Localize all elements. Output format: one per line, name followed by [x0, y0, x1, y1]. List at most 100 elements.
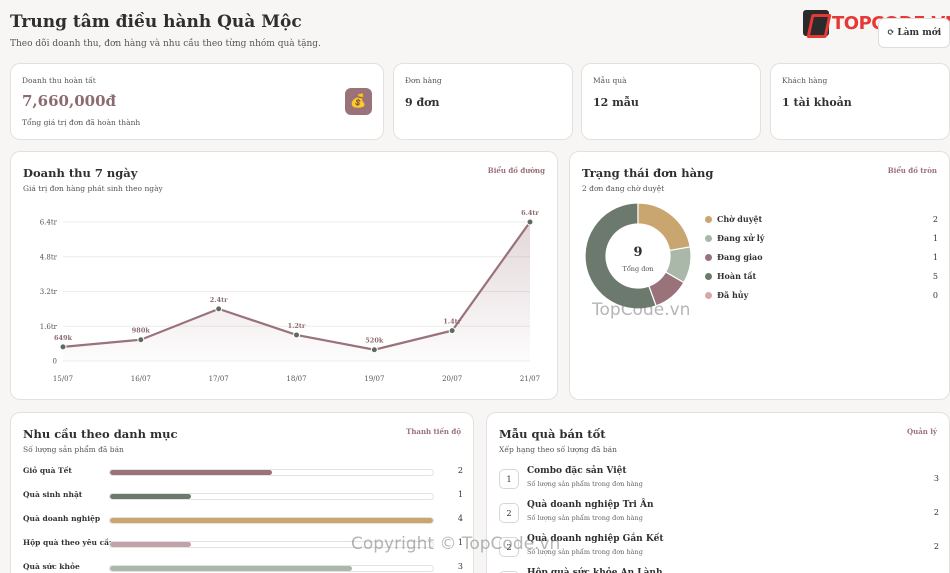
donut-slice[interactable] [637, 202, 691, 252]
legend-item[interactable]: Đang xử lý 1 [705, 231, 938, 245]
kpi-value: 12 mẫu [593, 96, 639, 109]
category-value: 3 [457, 562, 463, 571]
legend-label: Hoàn tất [717, 271, 757, 281]
legend-label: Chờ duyệt [717, 214, 763, 224]
legend-item[interactable]: Đã hủy 0 [705, 288, 938, 302]
card-title: Trạng thái đơn hàng [582, 166, 714, 180]
legend-dot-icon [705, 291, 712, 299]
data-point[interactable] [526, 218, 534, 226]
category-bar-row: Giỏ quà Tết 2 [23, 466, 463, 478]
product-rank-row[interactable]: 2 Quà doanh nghiệp Tri Ân Số lượng sản phẩ… [499, 500, 939, 530]
product-count: 2 [933, 542, 939, 551]
data-point[interactable] [448, 327, 456, 335]
legend-dot-icon [705, 253, 712, 261]
x-tick-label: 21/07 [520, 375, 540, 383]
category-value: 4 [457, 514, 463, 523]
rank-badge: 2 [499, 537, 519, 557]
legend-count: 2 [932, 214, 938, 224]
donut-slice[interactable] [648, 271, 685, 307]
legend-dot-icon [705, 215, 712, 223]
status-chart-card: Trạng thái đơn hàng 2 đơn đang chờ duyệt… [569, 151, 950, 400]
category-label: Quà doanh nghiệp [23, 514, 101, 523]
category-bar-row: Hộp quà theo yêu cầu 1 [23, 538, 463, 550]
refresh-label: Làm mới [897, 28, 942, 38]
kpi-note: Tổng giá trị đơn đã hoàn thành [22, 118, 141, 127]
card-tag[interactable]: Thanh tiến độ [406, 427, 461, 436]
category-value: 2 [457, 466, 463, 475]
category-label: Quà sinh nhật [23, 490, 83, 499]
progress-fill [110, 494, 191, 499]
page-subtitle: Theo dõi doanh thu, đơn hàng và nhu cầu … [10, 39, 321, 49]
product-name: Combo đặc sản Việt [527, 466, 627, 476]
category-label: Hộp quà theo yêu cầu [23, 538, 115, 547]
kpi-card-products: Mẫu quà 12 mẫu [581, 63, 761, 140]
manage-link[interactable]: Quản lý [907, 427, 937, 436]
legend-count: 5 [932, 271, 938, 281]
y-tick-label: 1.6tr [40, 323, 58, 331]
product-name: Quà doanh nghiệp Tri Ân [527, 500, 654, 510]
product-name: Hộp quà sức khỏe An Lành [527, 568, 663, 573]
data-label: 520k [365, 337, 384, 345]
card-subtitle: Xếp hạng theo số lượng đã bán [499, 445, 617, 454]
legend-count: 1 [932, 233, 938, 243]
x-tick-label: 18/07 [286, 375, 306, 383]
kpi-card-customers: Khách hàng 1 tài khoản [770, 63, 950, 140]
product-name: Quà doanh nghiệp Gắn Kết [527, 534, 664, 544]
y-tick-label: 0 [53, 358, 57, 366]
card-title: Doanh thu 7 ngày [23, 166, 138, 180]
legend-dot-icon [705, 234, 712, 242]
product-count: 2 [933, 508, 939, 517]
legend-item[interactable]: Hoàn tất 5 [705, 269, 938, 283]
data-point[interactable] [137, 336, 145, 344]
kpi-label: Doanh thu hoàn tất [22, 76, 96, 85]
progress-track [109, 469, 434, 476]
kpi-value: 1 tài khoản [782, 96, 852, 109]
money-bag-icon: 💰 [345, 88, 372, 115]
kpi-label: Mẫu quà [593, 76, 627, 85]
progress-fill [110, 542, 191, 547]
progress-fill [110, 470, 272, 475]
data-label: 1.4tr [443, 318, 461, 326]
progress-track [109, 517, 434, 524]
data-label: 980k [132, 327, 151, 335]
progress-fill [110, 566, 353, 571]
rank-badge: 2 [499, 503, 519, 523]
legend-label: Đang xử lý [717, 233, 765, 243]
category-value: 1 [457, 538, 463, 547]
category-label: Giỏ quà Tết [23, 466, 72, 475]
y-tick-label: 3.2tr [40, 288, 58, 296]
legend-label: Đang giao [717, 252, 763, 262]
top-products-card: Mẫu quà bán tốt Xếp hạng theo số lượng đ… [486, 412, 950, 573]
chart-type-tag[interactable]: Biểu đồ tròn [887, 166, 937, 175]
refresh-button[interactable]: ⟳ Làm mới [878, 18, 950, 48]
kpi-value: 7,660,000đ [22, 92, 116, 110]
progress-track [109, 541, 434, 548]
product-count: 3 [933, 474, 939, 483]
product-rank-row[interactable]: 1 Combo đặc sản Việt Số lượng sản phẩm tro… [499, 466, 939, 496]
legend-item[interactable]: Chờ duyệt 2 [705, 212, 938, 226]
brand-mark-icon [803, 10, 829, 36]
revenue-line-chart: 0 1.6tr 3.2tr 4.8tr 6.4tr 649k 15/07 980k 16/07 2… [40, 209, 540, 383]
category-value: 1 [457, 490, 463, 499]
data-point[interactable] [370, 346, 378, 354]
kpi-label: Khách hàng [782, 76, 828, 85]
x-tick-label: 15/07 [53, 375, 73, 383]
status-donut-chart: 9 Tổng đơn [584, 202, 692, 310]
donut-center-value: 9 [633, 245, 642, 260]
donut-slice[interactable] [584, 202, 657, 310]
data-point[interactable] [59, 343, 67, 351]
revenue-area [63, 222, 530, 361]
rank-badge: 1 [499, 469, 519, 489]
kpi-card-orders: Đơn hàng 9 đơn [393, 63, 573, 140]
data-point[interactable] [215, 305, 223, 313]
product-rank-row[interactable]: 2 Quà doanh nghiệp Gắn Kết Số lượng sản ph… [499, 534, 939, 564]
legend-item[interactable]: Đang giao 1 [705, 250, 938, 264]
x-tick-label: 20/07 [442, 375, 462, 383]
data-point[interactable] [293, 331, 300, 339]
kpi-card-revenue: Doanh thu hoàn tất 7,660,000đ Tổng giá t… [10, 63, 384, 140]
chart-type-tag[interactable]: Biểu đồ đường [487, 166, 545, 175]
refresh-icon: ⟳ [886, 28, 895, 38]
data-label: 6.4tr [521, 209, 539, 217]
donut-slice[interactable] [664, 246, 692, 284]
